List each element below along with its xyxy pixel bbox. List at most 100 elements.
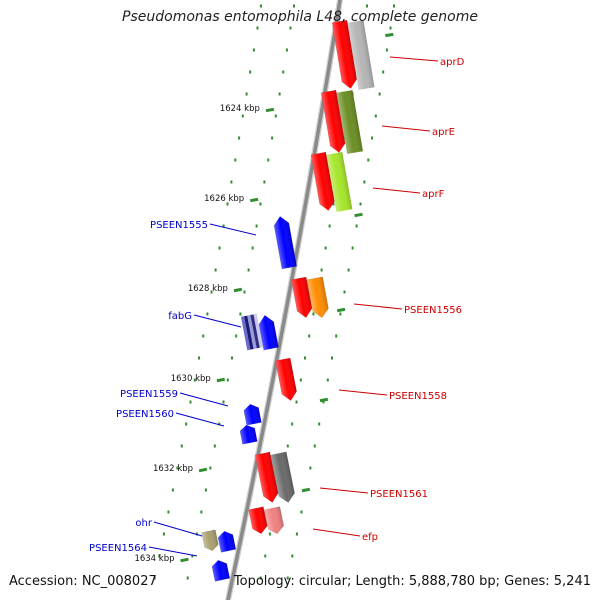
- axis-tick-mark: [336, 307, 346, 313]
- gene-apre-arrow: [320, 89, 346, 153]
- guide-dot: [222, 400, 225, 404]
- gene-pseen1556-label[interactable]: PSEEN1556: [404, 305, 462, 316]
- track-guide-dots: [153, 4, 395, 580]
- axis-tick-label: 1634 kbp: [134, 554, 174, 564]
- guide-dot: [180, 444, 183, 448]
- gene-ohr-label[interactable]: ohr: [135, 518, 152, 529]
- guide-dot: [347, 268, 350, 272]
- guide-dot: [267, 158, 270, 162]
- guide-dot: [335, 334, 338, 338]
- guide-dot: [331, 356, 333, 360]
- gene-pseen1559-arrow: [243, 403, 262, 426]
- gene-efp-callout-line: [312, 528, 361, 537]
- gene-pseen1564-arrow: [211, 559, 231, 582]
- gene-efp-label[interactable]: efp: [362, 532, 378, 543]
- gene-pseen1561-callout-line: [319, 487, 369, 494]
- gene-pseen1561-cog-arrow: [270, 451, 295, 503]
- guide-dot: [300, 510, 303, 514]
- gene-pseen1559-label[interactable]: PSEEN1559: [120, 389, 178, 400]
- guide-dot: [378, 92, 381, 96]
- guide-dot: [389, 26, 392, 30]
- guide-dot: [210, 290, 213, 294]
- guide-dot: [186, 576, 189, 580]
- guide-dot: [286, 444, 289, 448]
- guide-dot: [295, 532, 298, 536]
- gene-ohr-cog-arrow: [201, 529, 219, 552]
- guide-dot: [214, 268, 217, 272]
- guide-dot: [359, 202, 362, 206]
- guide-dot: [171, 488, 174, 492]
- guide-dot: [308, 334, 311, 338]
- gene-pseen1560-label[interactable]: PSEEN1560: [116, 409, 174, 420]
- axis-tick-label: 1632 kbp: [153, 464, 193, 474]
- guide-dot: [256, 26, 259, 30]
- gene-aprd-arrow: [331, 19, 358, 89]
- axis-tick-mark: [301, 487, 311, 493]
- guide-dot: [295, 400, 298, 404]
- gene-pseen1558-label[interactable]: PSEEN1558: [389, 391, 447, 402]
- gene-pseen1564-label[interactable]: PSEEN1564: [89, 543, 147, 554]
- guide-dot: [282, 70, 285, 74]
- guide-dot: [204, 488, 207, 492]
- gene-efp-cog-arrow: [263, 506, 285, 535]
- gene-fabg-label[interactable]: fabG: [168, 311, 192, 322]
- guide-dot: [243, 290, 246, 294]
- guide-dot: [230, 180, 233, 184]
- map-title: Pseudomonas entomophila L48, complete ge…: [122, 9, 478, 25]
- gene-pseen1560-arrow: [239, 424, 258, 445]
- accession-text: Accession: NC_008027: [9, 574, 157, 589]
- guide-dot: [226, 202, 229, 206]
- guide-dot: [202, 334, 205, 338]
- guide-dot: [158, 554, 161, 558]
- gene-apre-label[interactable]: aprE: [432, 127, 455, 138]
- axis-ticks: 1624 kbp 1626 kbp 1628 kbp 1630 kbp 1632 kbp…: [134, 32, 394, 564]
- guide-dot: [286, 576, 289, 580]
- guide-dot: [241, 114, 244, 118]
- guide-dot: [332, 202, 335, 206]
- gene-labels: aprD aprE aprF PSEEN1555 PSEEN1556 fabG PSEEN1…: [89, 56, 465, 557]
- gene-aprd-callout-line: [389, 56, 439, 62]
- guide-dot: [153, 576, 156, 580]
- guide-dot: [189, 400, 192, 404]
- guide-dot: [289, 26, 292, 30]
- gene-pseen1555-label[interactable]: PSEEN1555: [150, 220, 208, 231]
- topology-text: Topology: circular; Length: 5,888,780 bp…: [233, 574, 591, 589]
- guide-dot: [304, 356, 306, 360]
- guide-dot: [255, 224, 258, 228]
- axis-tick-label: 1630 kbp: [171, 374, 211, 384]
- guide-dot: [293, 4, 295, 8]
- guide-dot: [271, 136, 274, 140]
- guide-dot: [259, 576, 262, 580]
- guide-dot: [367, 158, 370, 162]
- guide-dot: [324, 246, 327, 250]
- guide-dot: [285, 48, 288, 52]
- guide-dot: [231, 356, 233, 360]
- gene-pseen1555-callout-line: [209, 223, 257, 236]
- gene-pseen1561-label[interactable]: PSEEN1561: [370, 489, 428, 500]
- guide-dot: [259, 202, 262, 206]
- axis-tick-mark: [198, 467, 208, 473]
- gene-aprf-label[interactable]: aprF: [422, 189, 445, 200]
- guide-dot: [206, 312, 209, 316]
- guide-dot: [291, 422, 294, 426]
- guide-dot: [351, 246, 354, 250]
- guide-dot: [385, 48, 388, 52]
- gene-pseen1556-cog-arrow: [306, 276, 329, 319]
- gene-pseen1556-callout-line: [353, 303, 403, 310]
- axis-tick-mark: [265, 107, 275, 113]
- guide-dot: [374, 114, 377, 118]
- guide-dot: [238, 136, 241, 140]
- gene-aprf-arrow: [310, 151, 335, 211]
- guide-dot: [162, 532, 165, 536]
- gene-aprd-label[interactable]: aprD: [440, 57, 465, 68]
- guide-dot: [252, 48, 255, 52]
- guide-dot: [264, 554, 267, 558]
- guide-dot: [320, 268, 323, 272]
- axis-tick-label: 1624 kbp: [220, 104, 260, 114]
- axis-tick-mark: [216, 377, 226, 383]
- guide-dot: [263, 180, 266, 184]
- axis-tick-mark: [233, 287, 243, 293]
- guide-dot: [291, 554, 294, 558]
- guide-dot: [371, 136, 374, 140]
